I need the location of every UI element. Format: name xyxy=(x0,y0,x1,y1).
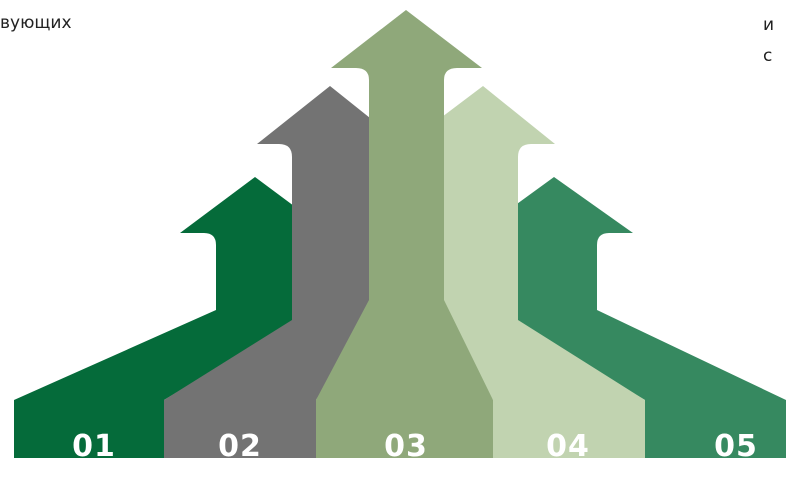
right-text-fragment-line2: с xyxy=(763,46,773,66)
arrow-04-shape xyxy=(430,86,645,458)
arrow-03-label: 03 xyxy=(384,429,428,464)
arrow-05: 05 xyxy=(510,177,786,464)
arrow-05-label: 05 xyxy=(714,429,758,464)
arrow-02: 02 xyxy=(164,86,380,464)
arrow-04-label: 04 xyxy=(546,429,590,464)
arrow-03-shape xyxy=(316,10,493,458)
arrow-01-shape xyxy=(14,177,298,458)
arrow-02-shape xyxy=(164,86,380,458)
right-text-fragment-line1: и xyxy=(763,15,775,35)
left-text-fragment: вующих xyxy=(0,13,72,33)
arrow-03: 03 xyxy=(316,10,493,464)
arrow-01: 01 xyxy=(14,177,298,464)
arrow-01-label: 01 xyxy=(72,429,116,464)
arrow-02-label: 02 xyxy=(218,429,262,464)
arrow-04: 04 xyxy=(430,86,645,464)
arrow-05-shape xyxy=(510,177,786,458)
